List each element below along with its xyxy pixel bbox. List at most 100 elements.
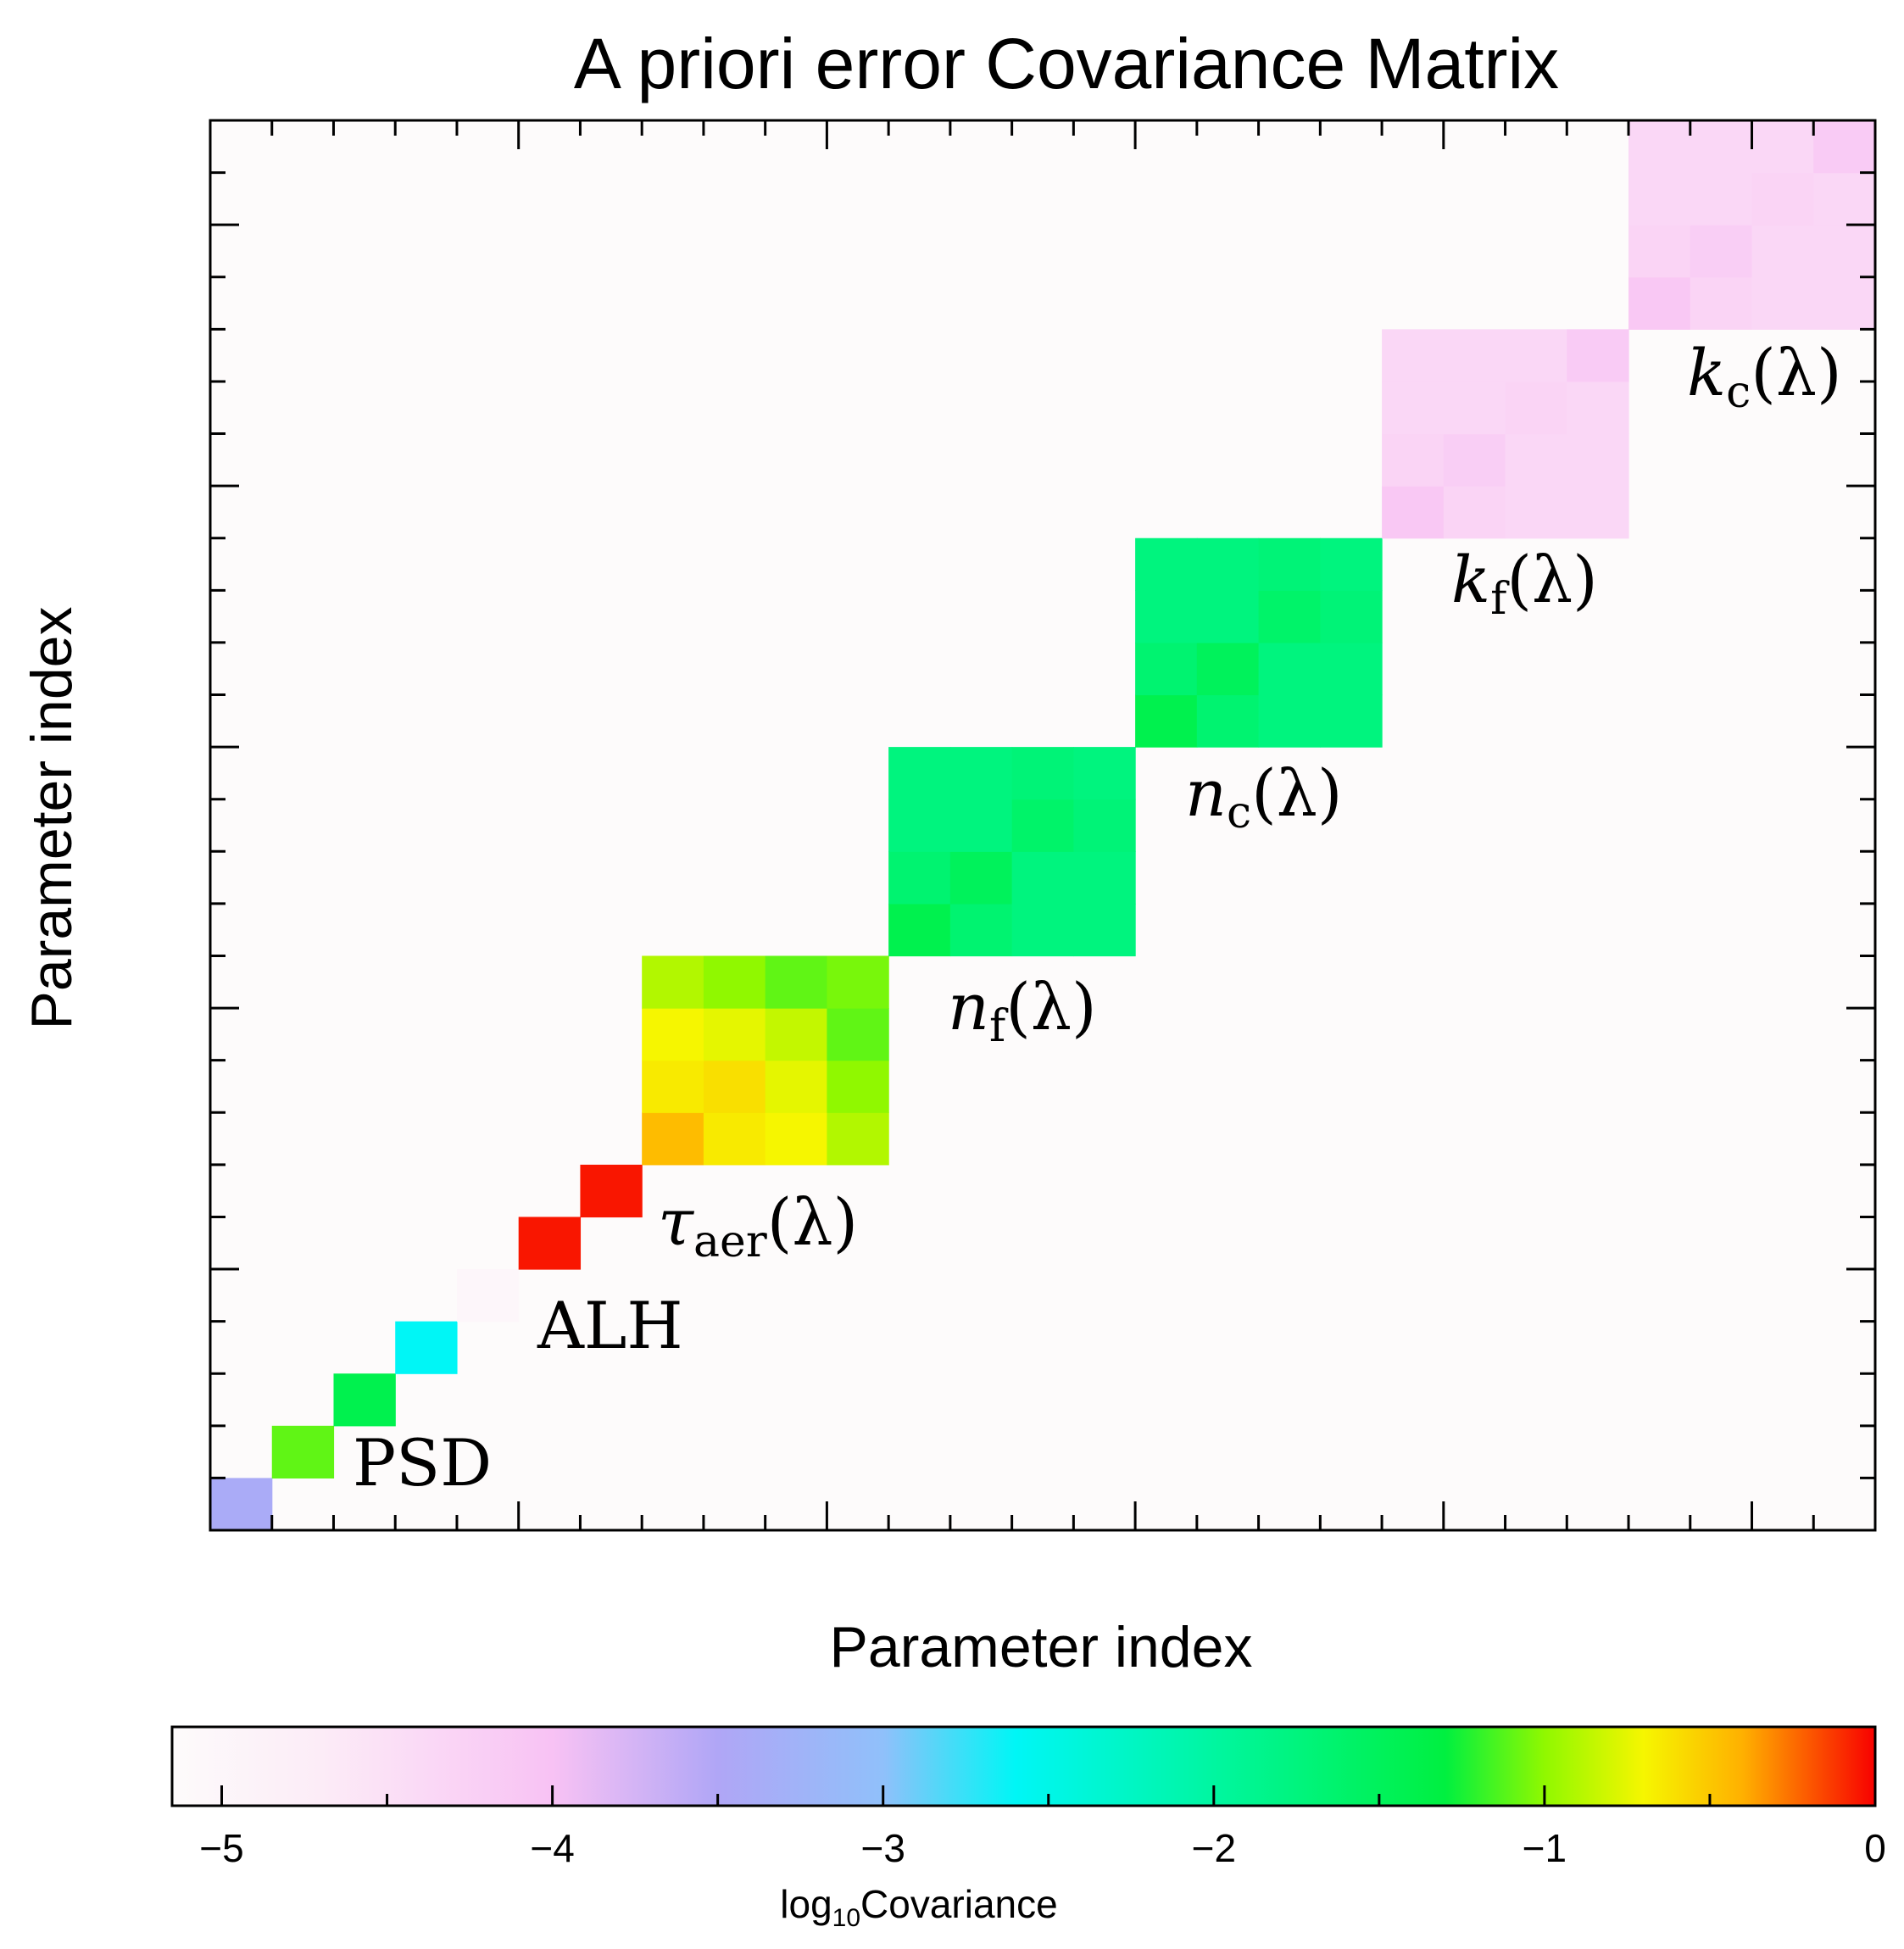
kf-subscript: f <box>1490 574 1510 625</box>
nc-annotation: nc(λ) <box>1185 755 1343 838</box>
n_c-cell-3-2 <box>1258 537 1321 591</box>
n_f-cell-2-3 <box>1073 799 1136 852</box>
n_c-cell-0-2 <box>1258 694 1321 748</box>
n_c-cell-3-1 <box>1196 537 1260 591</box>
k_c-cell-0-3 <box>1813 276 1876 330</box>
kc-subscript: c <box>1726 367 1751 418</box>
n_f-cell-0-3 <box>1073 903 1136 957</box>
tau_aer-cell-2-2 <box>765 1008 828 1061</box>
nf-symbol: n <box>948 969 989 1044</box>
n_f-cell-2-0 <box>888 799 951 852</box>
k_c-cell-3-2 <box>1751 120 1814 174</box>
n_f-cell-3-1 <box>949 747 1013 800</box>
n_f-cell-1-0 <box>888 851 951 905</box>
k_c-cell-1-1 <box>1690 225 1753 278</box>
k_f-cell-0-0 <box>1382 486 1445 539</box>
n_c-cell-0-1 <box>1196 694 1260 748</box>
kc-annotation: kc(λ) <box>1687 335 1842 418</box>
n_f-cell-2-2 <box>1011 799 1074 852</box>
n_c-cell-1-0 <box>1135 642 1198 696</box>
axis-ticks <box>210 120 1875 1530</box>
k_c-cell-0-0 <box>1628 276 1691 330</box>
k_c-cell-3-3 <box>1813 120 1876 174</box>
n_f-cell-0-0 <box>888 903 951 957</box>
nc-subscript: c <box>1227 788 1251 838</box>
n_c-cell-0-0 <box>1135 694 1198 748</box>
tau_aer-cell-3-2 <box>765 955 828 1009</box>
n_c-cell-2-1 <box>1196 590 1260 643</box>
k_c-cell-2-2 <box>1751 172 1814 226</box>
k_f-cell-3-2 <box>1505 329 1567 382</box>
tau-aer-annotation: τaer(λ) <box>658 1184 858 1267</box>
k_c-cell-1-2 <box>1751 225 1814 278</box>
k_f-cell-3-1 <box>1443 329 1506 382</box>
k_c-cell-3-0 <box>1628 120 1691 174</box>
colorbar-tick-label: −3 <box>860 1826 905 1870</box>
n_f-cell-1-3 <box>1073 851 1136 905</box>
k_f-cell-0-3 <box>1567 486 1629 539</box>
psd-annotation: PSD <box>353 1425 492 1501</box>
alh-annotation: ALH <box>537 1288 683 1363</box>
colorbar-label-rest: Covariance <box>860 1882 1058 1926</box>
diag-cell-1 <box>271 1425 335 1478</box>
k_f-cell-2-3 <box>1567 381 1629 435</box>
kc-symbol: k <box>1687 335 1726 410</box>
colorbar-label: log10Covariance <box>780 1882 1057 1932</box>
n_c-cell-2-0 <box>1135 590 1198 643</box>
plot-frame <box>209 119 1877 1532</box>
kf-annotation: kf(λ) <box>1451 542 1598 625</box>
colorbar-bar <box>170 1725 1877 1807</box>
nc-symbol: n <box>1185 755 1227 831</box>
k_c-cell-0-1 <box>1690 276 1753 330</box>
y-axis-label: Parameter index <box>19 607 84 1030</box>
diag-cell-4 <box>456 1269 520 1323</box>
tau_aer-cell-1-0 <box>642 1060 704 1113</box>
tau_aer-cell-2-3 <box>827 1008 889 1061</box>
k_c-cell-2-3 <box>1813 172 1876 226</box>
k_f-cell-2-1 <box>1443 381 1506 435</box>
n_f-cell-0-2 <box>1011 903 1074 957</box>
diag-cell-3 <box>395 1321 458 1374</box>
k_f-cell-2-2 <box>1505 381 1567 435</box>
diag-cell-0 <box>210 1478 273 1531</box>
tau_aer-cell-1-3 <box>827 1060 889 1113</box>
nc-lambda: (λ) <box>1251 755 1342 831</box>
colorbar-tick-label: −1 <box>1523 1826 1567 1870</box>
n_c-cell-2-2 <box>1258 590 1321 643</box>
n_f-cell-3-3 <box>1073 747 1136 800</box>
k_f-cell-3-0 <box>1382 329 1445 382</box>
colorbar-ticks: −5 −4 −3 −2 −1 0 <box>199 1785 1886 1870</box>
n_f-cell-1-1 <box>949 851 1013 905</box>
k_c-cell-0-2 <box>1751 276 1814 330</box>
nf-lambda: (λ) <box>1005 969 1096 1044</box>
chart-title: A priori error Covariance Matrix <box>574 24 1559 103</box>
tau_aer-cell-2-1 <box>703 1008 766 1061</box>
n_c-cell-1-3 <box>1320 642 1383 696</box>
k_f-cell-1-0 <box>1382 433 1445 487</box>
nf-subscript: f <box>989 1001 1009 1052</box>
n_f-cell-3-2 <box>1011 747 1074 800</box>
k_c-cell-2-1 <box>1690 172 1753 226</box>
n_c-cell-3-3 <box>1320 537 1383 591</box>
n_c-cell-2-3 <box>1320 590 1383 643</box>
tau_aer-cell-3-0 <box>642 955 704 1009</box>
k_c-cell-2-0 <box>1628 172 1691 226</box>
tau_aer-cell-1-1 <box>703 1060 766 1113</box>
tau_aer-cell-3-3 <box>827 955 889 1009</box>
colorbar: −5 −4 −3 −2 −1 0 log10Covariance <box>170 1725 1886 1932</box>
tau_aer-cell-0-1 <box>703 1112 766 1166</box>
x-axis-label: Parameter index <box>830 1615 1253 1679</box>
n_c-cell-1-2 <box>1258 642 1321 696</box>
k_f-cell-3-3 <box>1567 329 1629 382</box>
k_f-cell-0-1 <box>1443 486 1506 539</box>
n_f-cell-3-0 <box>888 747 951 800</box>
k_f-cell-1-1 <box>1443 433 1506 487</box>
colorbar-tick-label: −5 <box>199 1826 243 1870</box>
k_f-cell-1-3 <box>1567 433 1629 487</box>
diag-cell-5 <box>518 1217 582 1270</box>
colorbar-label-log: log <box>780 1882 832 1926</box>
colorbar-tick-label: −4 <box>530 1826 574 1870</box>
k_c-cell-1-0 <box>1628 225 1691 278</box>
